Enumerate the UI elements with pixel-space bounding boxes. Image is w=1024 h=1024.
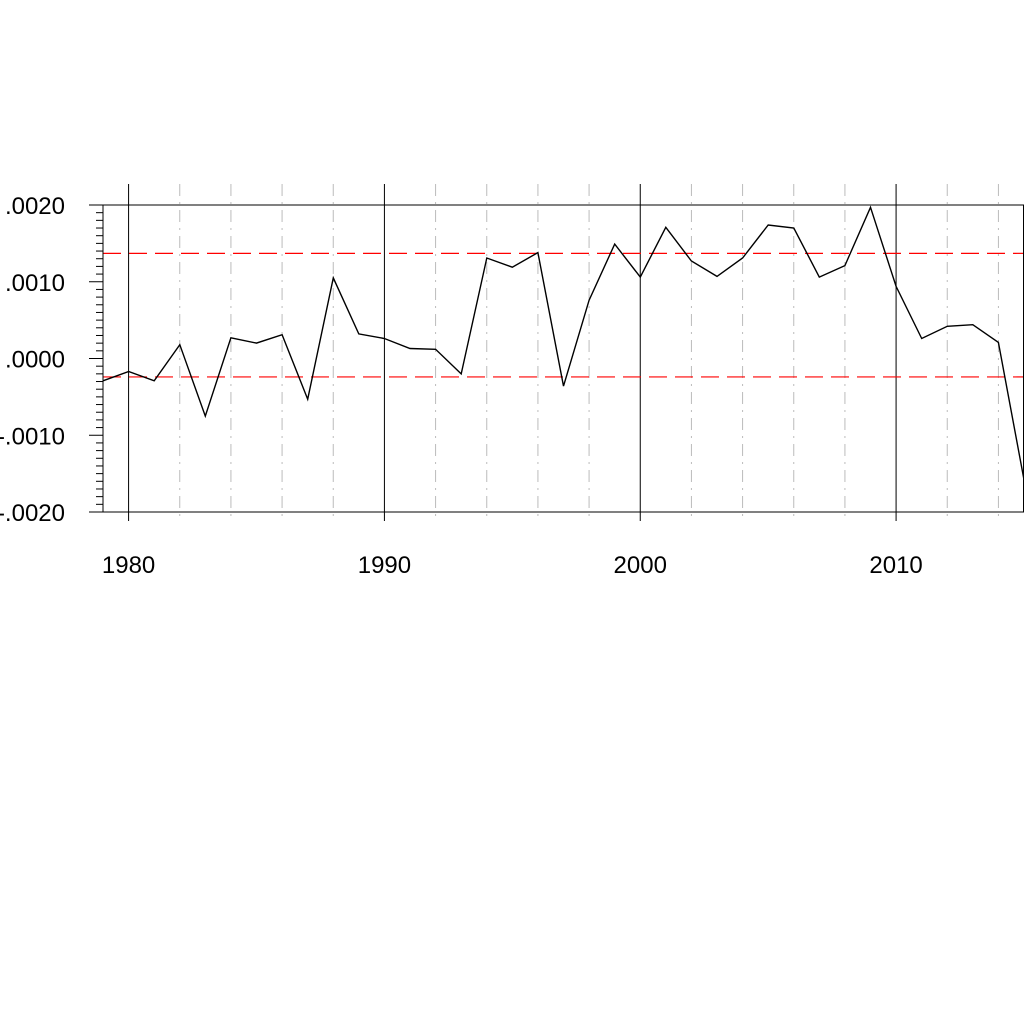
x-tick-label: 1980 [102, 552, 155, 579]
x-tick-label: 2000 [614, 552, 667, 579]
reference-lines [103, 252, 1024, 378]
x-tick-label: 1990 [358, 552, 411, 579]
series-line [102, 205, 1024, 480]
series-lines [102, 205, 1024, 480]
x-axis: 1980 1990 2000 2010 [102, 552, 923, 579]
grid-lines [128, 184, 999, 521]
y-tick-label: .0020 [5, 193, 65, 220]
y-tick-label: -.0020 [0, 500, 65, 527]
plot-frame [102, 204, 1024, 513]
y-tick-label: -.0010 [0, 423, 65, 450]
y-tick-label: .0010 [5, 270, 65, 297]
y-tick-label: .0000 [5, 347, 65, 374]
y-axis: .0020 .0010 .0000 -.0010 -.0020 [0, 193, 103, 527]
x-tick-label: 2010 [869, 552, 922, 579]
